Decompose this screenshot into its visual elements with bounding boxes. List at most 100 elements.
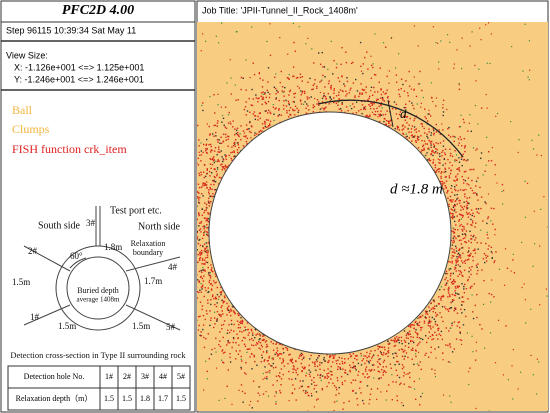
crack — [212, 280, 215, 282]
crack — [447, 296, 449, 298]
crack — [433, 146, 435, 148]
crack — [424, 354, 426, 356]
crack — [399, 95, 401, 98]
crack — [445, 344, 447, 346]
crack — [455, 262, 458, 264]
crack — [388, 100, 390, 103]
crack — [430, 152, 433, 155]
crack — [482, 303, 485, 305]
crack — [244, 326, 246, 328]
crack — [243, 108, 246, 111]
crack — [416, 323, 418, 325]
crack — [364, 105, 366, 108]
crack — [303, 90, 306, 93]
crack — [209, 272, 211, 274]
crack — [244, 392, 246, 395]
crack — [235, 342, 237, 344]
crack — [324, 102, 327, 104]
crack — [441, 183, 443, 185]
crack — [459, 265, 461, 268]
crack — [233, 311, 235, 314]
crack — [274, 76, 276, 78]
crack — [212, 193, 214, 195]
crack — [444, 148, 447, 150]
crack — [389, 363, 392, 365]
crack — [368, 375, 370, 378]
crack — [293, 368, 295, 370]
crack — [335, 66, 338, 69]
crack — [437, 346, 440, 348]
crack — [433, 132, 435, 134]
crack — [224, 296, 226, 299]
crack — [298, 87, 301, 89]
crack — [211, 163, 214, 166]
crack — [198, 199, 200, 201]
crack — [410, 339, 412, 342]
crack — [481, 328, 483, 330]
crack — [211, 149, 213, 152]
crack — [416, 135, 419, 138]
crack — [459, 255, 462, 257]
table-cell: 1.8 — [140, 394, 150, 403]
crack — [212, 157, 214, 160]
crack — [454, 290, 456, 292]
table-caption: Detection cross-section in Type II surro… — [10, 350, 186, 360]
crack — [394, 344, 397, 347]
crack — [405, 133, 407, 135]
crack — [332, 101, 335, 104]
crack — [201, 104, 203, 107]
crack — [539, 304, 541, 306]
crack — [234, 358, 237, 360]
crack — [428, 128, 430, 130]
crack — [463, 205, 466, 208]
crack — [364, 362, 366, 365]
crack — [376, 361, 379, 363]
crack — [222, 158, 224, 160]
crack — [371, 111, 374, 113]
crack — [438, 68, 440, 70]
crack — [485, 257, 488, 259]
crack — [225, 158, 227, 160]
crack — [324, 377, 326, 379]
crack — [531, 139, 533, 141]
crack — [231, 346, 233, 349]
crack — [333, 59, 335, 62]
crack — [471, 335, 473, 337]
crack — [279, 389, 281, 392]
crack — [487, 237, 489, 239]
crack — [419, 404, 421, 406]
crack — [206, 231, 209, 234]
crack — [463, 147, 466, 149]
crack — [482, 220, 484, 222]
crack — [310, 96, 312, 98]
crack — [206, 313, 208, 315]
crack — [374, 110, 377, 113]
crack — [333, 97, 335, 99]
crack — [200, 142, 202, 144]
crack — [486, 231, 488, 233]
crack — [322, 95, 325, 98]
crack — [385, 120, 388, 122]
crack — [462, 153, 464, 156]
crack — [442, 183, 444, 185]
crack — [469, 287, 472, 289]
crack — [469, 213, 472, 216]
crack — [463, 201, 465, 203]
crack — [472, 249, 475, 252]
crack — [386, 110, 388, 112]
crack — [453, 239, 455, 241]
crack — [395, 336, 398, 338]
crack — [226, 165, 228, 168]
crack — [213, 159, 216, 161]
crack — [367, 68, 369, 70]
crack — [469, 114, 471, 116]
crack — [199, 256, 202, 259]
crack — [433, 305, 436, 307]
crack — [197, 157, 200, 160]
crack — [265, 110, 268, 112]
crack — [205, 337, 207, 340]
crack — [230, 323, 233, 325]
crack — [453, 209, 456, 212]
crack — [454, 149, 456, 152]
crack — [212, 326, 215, 329]
